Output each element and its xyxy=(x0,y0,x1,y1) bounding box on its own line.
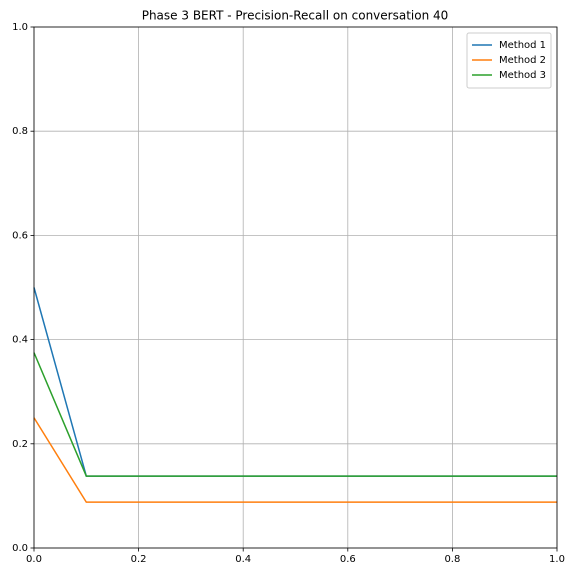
x-tick-label: 1.0 xyxy=(549,554,565,565)
y-tick-label: 0.8 xyxy=(12,126,28,137)
line-series xyxy=(33,352,557,477)
y-tick-label: 0.0 xyxy=(12,543,28,554)
x-tick-label: 0.0 xyxy=(26,554,42,565)
x-tick-label: 0.8 xyxy=(444,554,460,565)
x-tick-label: 0.4 xyxy=(235,554,251,565)
plot-frame xyxy=(33,26,558,549)
x-tick-label: 0.2 xyxy=(131,554,147,565)
legend-label: Method 1 xyxy=(499,40,546,51)
y-tick-label: 1.0 xyxy=(12,22,28,33)
legend-label: Method 2 xyxy=(499,55,546,66)
line-series xyxy=(33,287,557,477)
x-tick-label: 0.6 xyxy=(340,554,356,565)
y-tick-label: 0.2 xyxy=(12,439,28,450)
legend-label: Method 3 xyxy=(499,70,546,81)
y-tick-label: 0.6 xyxy=(12,230,28,241)
legend: Method 1 Method 2 Method 3 xyxy=(466,32,552,89)
y-tick-label: 0.4 xyxy=(12,335,28,346)
line-series xyxy=(33,417,557,503)
chart-title: Phase 3 BERT - Precision-Recall on conve… xyxy=(142,9,449,23)
